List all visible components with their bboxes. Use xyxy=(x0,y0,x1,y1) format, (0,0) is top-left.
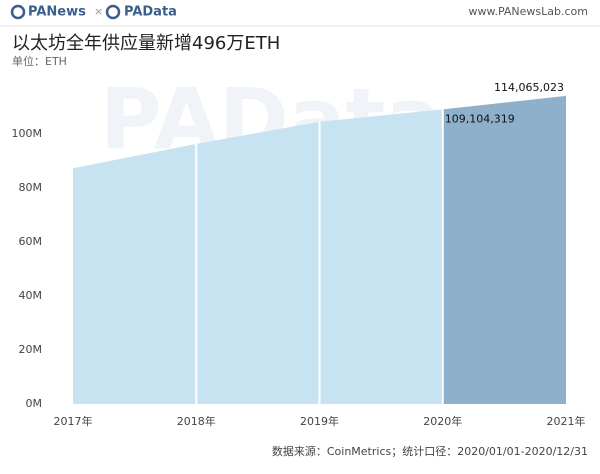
brand-separator: × xyxy=(94,5,103,18)
area-segment xyxy=(319,109,443,405)
chart-title: 以太坊全年供应量新增496万ETH xyxy=(12,33,280,54)
logo-icon xyxy=(10,4,26,20)
site-url: www.PANewsLab.com xyxy=(469,5,589,18)
data-label: 109,104,319 xyxy=(445,112,515,125)
y-tick-label: 40M xyxy=(19,289,43,302)
brand-left: PANews xyxy=(28,5,86,20)
x-tick-label: 2017年 xyxy=(54,414,93,428)
area-segment xyxy=(442,95,566,405)
y-tick-label: 80M xyxy=(19,181,43,194)
source-note: 数据来源：CoinMetrics；统计口径：2020/01/01-2020/12… xyxy=(272,444,588,458)
area-segment xyxy=(196,121,320,404)
x-tick-label: 2021年 xyxy=(547,414,586,428)
x-tick-label: 2019年 xyxy=(300,414,339,428)
brand-right: PAData xyxy=(124,5,177,20)
data-label: 114,065,023 xyxy=(494,81,564,94)
y-tick-label: 0M xyxy=(26,397,43,410)
chart-subtitle: 单位：ETH xyxy=(12,54,67,68)
logo-icon xyxy=(105,4,121,20)
y-tick-label: 100M xyxy=(12,127,43,140)
y-tick-label: 20M xyxy=(19,343,43,356)
x-tick-label: 2018年 xyxy=(177,414,216,428)
y-tick-label: 60M xyxy=(19,235,43,248)
x-tick-label: 2020年 xyxy=(423,414,462,428)
area-segment xyxy=(73,143,197,404)
